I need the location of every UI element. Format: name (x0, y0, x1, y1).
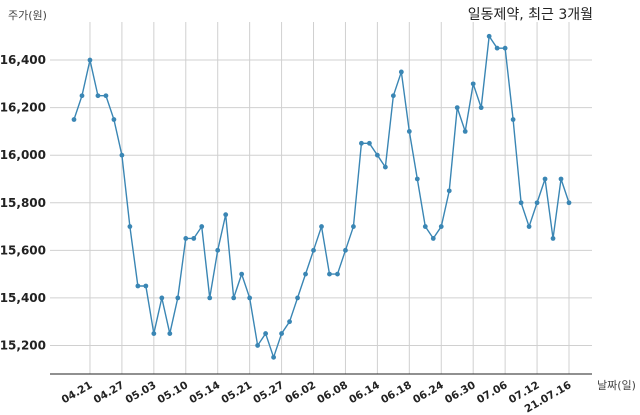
data-point (335, 271, 340, 277)
data-point (367, 140, 372, 146)
data-point (95, 93, 101, 99)
data-point (311, 247, 316, 253)
x-tick-label: 06.18 (379, 379, 414, 406)
y-tick-label: 16,400 (0, 53, 46, 67)
data-point (382, 164, 388, 170)
data-point (398, 69, 404, 75)
x-tick-label: 04.21 (60, 379, 95, 406)
data-point (295, 295, 300, 301)
y-tick-label: 15,600 (0, 243, 46, 257)
x-tick-label: 05.27 (251, 379, 286, 406)
data-point (526, 224, 532, 229)
data-point (319, 224, 324, 229)
y-tick-label: 16,000 (0, 148, 46, 162)
data-point (327, 271, 332, 277)
x-tick-label: 06.30 (443, 379, 478, 406)
data-point (87, 57, 93, 63)
data-point (119, 152, 125, 158)
data-point (454, 105, 460, 111)
data-point (470, 81, 476, 87)
data-point (502, 45, 508, 51)
x-tick-label: 06.14 (347, 379, 382, 406)
data-point (478, 105, 484, 111)
data-point (558, 176, 564, 182)
x-tick-label: 05.10 (156, 379, 191, 406)
data-point (223, 212, 229, 218)
y-tick-label: 15,800 (0, 196, 46, 210)
data-point (215, 247, 221, 253)
data-point (494, 45, 500, 51)
data-point (111, 117, 117, 122)
x-tick-label: 05.03 (124, 379, 159, 406)
data-point (438, 224, 444, 229)
data-point (239, 271, 245, 277)
data-point (462, 129, 468, 134)
x-tick-label: 06.24 (411, 379, 446, 406)
x-tick-label: 04.27 (92, 379, 127, 406)
data-point (183, 236, 189, 241)
data-point (135, 283, 141, 289)
data-point (486, 33, 492, 39)
data-point (359, 140, 364, 146)
data-point (542, 176, 548, 182)
data-point (71, 117, 77, 122)
data-point (79, 93, 85, 99)
y-tick-label: 15,200 (0, 338, 46, 352)
data-point (374, 152, 380, 158)
y-axis-label: 주가(원) (8, 9, 47, 22)
data-point (534, 200, 540, 206)
data-point (143, 283, 149, 289)
data-point (175, 295, 181, 301)
data-point (422, 224, 428, 229)
data-point (430, 236, 436, 241)
data-point (247, 295, 253, 301)
data-point (271, 354, 276, 360)
data-point (414, 176, 420, 182)
data-point (566, 200, 572, 206)
chart-title: 일동제약, 최근 3개월 (468, 7, 593, 23)
series-layer (71, 33, 572, 360)
data-point (199, 224, 205, 229)
data-point (103, 93, 109, 99)
data-point (263, 331, 269, 336)
data-point (287, 319, 292, 325)
data-point (207, 295, 213, 301)
data-point (255, 343, 261, 348)
y-tick-label: 16,200 (0, 101, 46, 115)
data-point (167, 331, 173, 336)
data-point (303, 271, 308, 277)
data-point (127, 224, 133, 229)
grid (50, 22, 592, 374)
series-line (73, 34, 570, 360)
data-point (510, 117, 516, 122)
data-point (231, 295, 237, 301)
x-tick-labels: 04.2104.2705.0305.1005.1405.2105.2706.02… (60, 379, 574, 415)
data-point (159, 295, 165, 301)
data-point (550, 236, 556, 241)
x-tick-label: 05.21 (219, 379, 254, 406)
x-axis-label: 날짜(일) (597, 378, 636, 392)
data-point (518, 200, 524, 206)
data-point (390, 93, 396, 99)
x-tick-label: 06.08 (315, 379, 350, 406)
data-point (151, 331, 157, 336)
y-tick-labels: 15,200 15,400 15,600 15,800 16,000 16,200 16,4… (0, 53, 46, 352)
x-tick-label: 07.06 (475, 379, 510, 406)
data-point (406, 129, 412, 134)
y-tick-label: 15,400 (0, 291, 46, 305)
data-point (343, 247, 348, 253)
data-point (351, 224, 356, 229)
data-point (191, 236, 197, 241)
data-point (279, 331, 284, 336)
x-tick-label: 06.02 (283, 379, 318, 406)
data-point (446, 188, 452, 194)
x-tick-label: 05.14 (187, 379, 222, 406)
